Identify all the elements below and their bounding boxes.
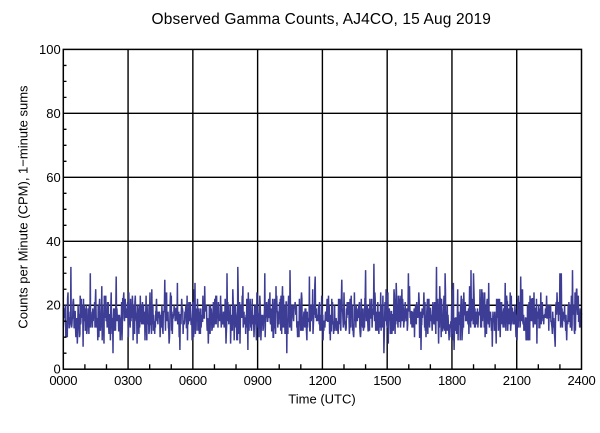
svg-text:Counts per Minute (CPM), 1−min: Counts per Minute (CPM), 1−minute sums [15,85,30,329]
svg-text:Observed Gamma Counts, AJ4CO,: Observed Gamma Counts, AJ4CO, 15 Aug 201… [152,11,492,28]
svg-text:Time (UTC): Time (UTC) [288,392,355,407]
svg-text:0: 0 [53,362,60,377]
svg-text:0600: 0600 [179,373,207,388]
svg-text:80: 80 [46,106,60,121]
svg-text:100: 100 [39,42,61,57]
svg-text:0900: 0900 [244,373,272,388]
svg-text:0300: 0300 [114,373,142,388]
svg-text:2400: 2400 [568,373,596,388]
svg-text:1500: 1500 [373,373,401,388]
svg-text:20: 20 [46,298,60,313]
svg-text:40: 40 [46,234,60,249]
svg-text:60: 60 [46,170,60,185]
svg-text:2100: 2100 [503,373,531,388]
svg-text:1200: 1200 [308,373,336,388]
svg-text:1800: 1800 [438,373,466,388]
svg-text:0000: 0000 [49,373,77,388]
